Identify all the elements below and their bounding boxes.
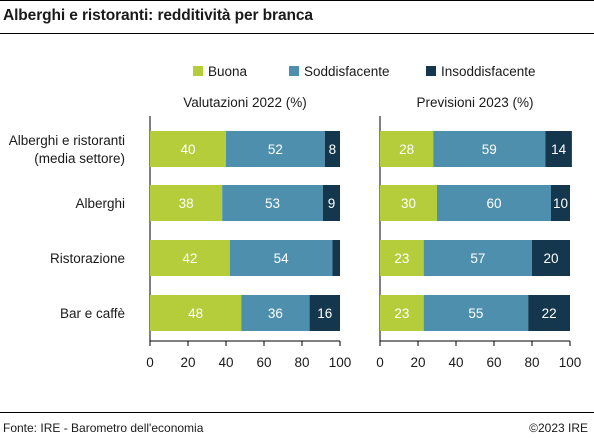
- x-tick-label-1-0: 0: [376, 355, 384, 370]
- bar-label-buona-1-3: 23: [394, 306, 409, 321]
- x-tick-label-1-1: 20: [410, 355, 425, 370]
- top-rule: [0, 0, 594, 1]
- bar-buona-0-1: [150, 185, 223, 221]
- x-tick-label-1-2: 40: [448, 355, 463, 370]
- bar-soddisfacente-0-2: [229, 240, 333, 276]
- bar-buona-0-0: [150, 131, 226, 167]
- bar-label-soddisfacente-0-3: 36: [268, 306, 283, 321]
- legend-swatch-insoddisfacente: [426, 66, 436, 76]
- category-label-0-1: (media settore): [34, 151, 125, 166]
- bar-label-soddisfacente-0-2: 54: [274, 251, 290, 266]
- bar-buona-1-0: [380, 131, 434, 167]
- bar-insoddisfacente-1-0: [545, 131, 572, 167]
- bar-insoddisfacente-0-2: [332, 240, 340, 276]
- bar-label-insoddisfacente-0-3: 16: [317, 306, 332, 321]
- x-tick-label-1-3: 60: [486, 355, 501, 370]
- bar-buona-0-3: [150, 295, 242, 331]
- legend-label-insoddisfacente: Insoddisfacente: [441, 64, 536, 79]
- bar-soddisfacente-0-3: [241, 295, 310, 331]
- title-rule: [0, 33, 594, 34]
- bar-insoddisfacente-1-2: [532, 240, 570, 276]
- panel-title-1: Previsioni 2023 (%): [416, 95, 533, 110]
- legend-swatch-buona: [193, 66, 203, 76]
- bar-label-buona-1-1: 30: [401, 196, 416, 211]
- category-label-0-0: Alberghi e ristoranti: [9, 133, 125, 148]
- bar-buona-1-2: [380, 240, 424, 276]
- bar-soddisfacente-0-1: [222, 185, 323, 221]
- x-tick-label-0-2: 40: [218, 355, 233, 370]
- bar-label-buona-1-0: 28: [399, 142, 414, 157]
- bar-insoddisfacente-0-3: [309, 295, 340, 331]
- bar-soddisfacente-0-0: [226, 131, 325, 167]
- bar-label-insoddisfacente-1-0: 14: [551, 142, 567, 157]
- bar-label-soddisfacente-1-1: 60: [486, 196, 501, 211]
- footer-rule: [0, 412, 594, 413]
- bar-label-soddisfacente-0-0: 52: [268, 142, 283, 157]
- x-tick-label-1-4: 80: [524, 355, 539, 370]
- x-tick-label-0-0: 0: [146, 355, 154, 370]
- x-tick-label-0-5: 100: [329, 355, 352, 370]
- bar-buona-1-3: [380, 295, 424, 331]
- bar-soddisfacente-1-0: [433, 131, 546, 167]
- bar-buona-1-1: [380, 185, 437, 221]
- bar-soddisfacente-1-2: [423, 240, 532, 276]
- bar-soddisfacente-1-3: [423, 295, 529, 331]
- category-label-2-0: Ristorazione: [50, 251, 125, 266]
- bar-insoddisfacente-0-1: [322, 185, 340, 221]
- bar-label-soddisfacente-1-2: 57: [470, 251, 485, 266]
- bar-insoddisfacente-1-3: [528, 295, 570, 331]
- panel-title-0: Valutazioni 2022 (%): [183, 95, 307, 110]
- bar-label-insoddisfacente-1-1: 10: [553, 196, 568, 211]
- x-tick-label-1-5: 100: [559, 355, 582, 370]
- category-label-1-0: Alberghi: [75, 196, 125, 211]
- bar-label-soddisfacente-1-3: 55: [468, 306, 483, 321]
- legend-label-soddisfacente: Soddisfacente: [304, 64, 390, 79]
- bar-label-buona-0-1: 38: [179, 196, 194, 211]
- bar-label-buona-0-2: 42: [182, 251, 197, 266]
- category-label-3-0: Bar e caffè: [60, 306, 125, 321]
- x-tick-label-0-1: 20: [180, 355, 195, 370]
- bar-label-soddisfacente-1-0: 59: [482, 142, 497, 157]
- x-tick-label-0-3: 60: [256, 355, 271, 370]
- copyright-note: ©2023 IRE: [529, 421, 588, 435]
- legend-swatch-soddisfacente: [289, 66, 299, 76]
- x-tick-label-0-4: 80: [294, 355, 309, 370]
- bar-label-buona-0-3: 48: [188, 306, 203, 321]
- chart-title: Alberghi e ristoranti: redditività per b…: [3, 7, 313, 24]
- bar-soddisfacente-1-1: [437, 185, 551, 221]
- bar-label-insoddisfacente-1-3: 22: [542, 306, 557, 321]
- bar-label-insoddisfacente-0-1: 9: [328, 196, 336, 211]
- bar-label-buona-0-0: 40: [180, 142, 195, 157]
- bar-insoddisfacente-1-1: [551, 185, 570, 221]
- bar-label-insoddisfacente-0-0: 8: [329, 142, 337, 157]
- legend-label-buona: Buona: [208, 64, 248, 79]
- bar-label-soddisfacente-0-1: 53: [265, 196, 280, 211]
- source-note: Fonte: IRE - Barometro dell'economia: [3, 421, 204, 435]
- bar-label-insoddisfacente-1-2: 20: [543, 251, 558, 266]
- bar-insoddisfacente-0-0: [324, 131, 340, 167]
- bar-label-buona-1-2: 23: [394, 251, 409, 266]
- bar-buona-0-2: [150, 240, 230, 276]
